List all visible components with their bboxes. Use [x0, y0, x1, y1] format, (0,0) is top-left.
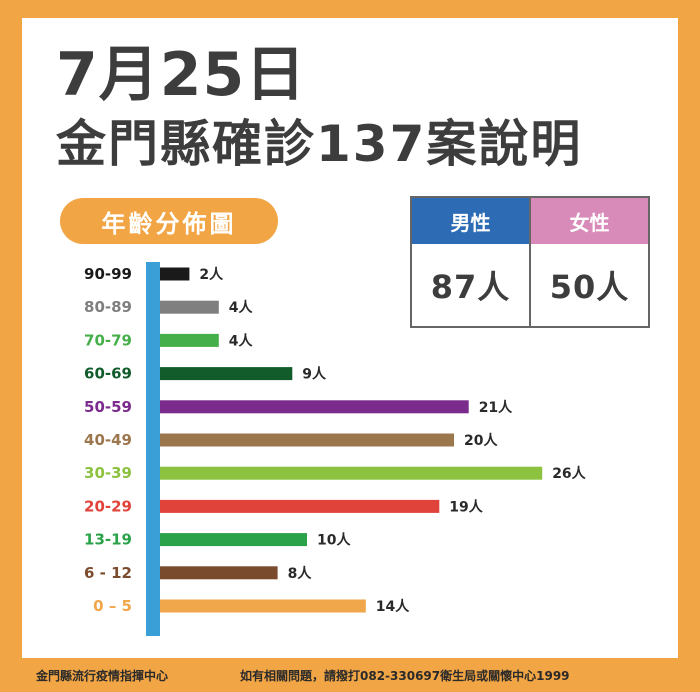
category-label: 50-59: [84, 398, 132, 416]
case-title: 金門縣確診137案說明: [56, 115, 583, 173]
data-label: 20人: [464, 432, 498, 449]
category-label: 30-39: [84, 464, 132, 482]
data-label: 10人: [317, 532, 351, 549]
gender-table: 男性 87人 女性 50人: [410, 196, 650, 328]
data-label: 4人: [229, 299, 254, 316]
female-count: 50人: [549, 268, 630, 306]
bar: [160, 267, 190, 281]
female-column: 女性 50人: [529, 198, 648, 326]
category-label: 13-19: [84, 531, 132, 549]
bar: [160, 499, 440, 513]
bar: [160, 300, 219, 314]
footer-org: 金門縣流行疫情指揮中心: [36, 669, 169, 683]
bar: [160, 367, 293, 381]
data-label: 2人: [199, 266, 224, 283]
data-label: 21人: [479, 399, 513, 416]
data-label: 14人: [376, 598, 410, 615]
category-label: 60-69: [84, 365, 132, 383]
bar: [160, 599, 366, 613]
bar: [160, 466, 543, 480]
category-label: 40-49: [84, 431, 132, 449]
male-header: 男性: [412, 198, 529, 244]
category-label: 80-89: [84, 298, 132, 316]
bar: [160, 533, 307, 547]
date-title: 7月25日: [56, 40, 307, 110]
data-label: 26人: [552, 465, 586, 482]
male-count: 87人: [430, 268, 511, 306]
y-axis-bar: [146, 262, 160, 636]
infographic-card: [22, 18, 678, 658]
category-label: 6 - 12: [84, 564, 132, 582]
bar: [160, 333, 219, 347]
data-label: 8人: [288, 565, 313, 582]
data-label: 4人: [229, 332, 254, 349]
female-header: 女性: [531, 198, 648, 244]
data-label: 19人: [449, 498, 483, 515]
data-label: 9人: [302, 366, 327, 383]
male-column: 男性 87人: [412, 198, 529, 326]
category-label: 20-29: [84, 497, 132, 515]
footer-contact: 如有相關問題，請撥打082-330697衛生局或關懷中心1999: [240, 669, 570, 683]
bar: [160, 566, 278, 580]
category-label: 90-99: [84, 265, 132, 283]
bar: [160, 433, 454, 447]
category-label: 0 – 5: [93, 597, 132, 615]
section-label-pill: 年齡分佈圖: [60, 198, 278, 244]
category-label: 70-79: [84, 331, 132, 349]
bar: [160, 400, 469, 414]
